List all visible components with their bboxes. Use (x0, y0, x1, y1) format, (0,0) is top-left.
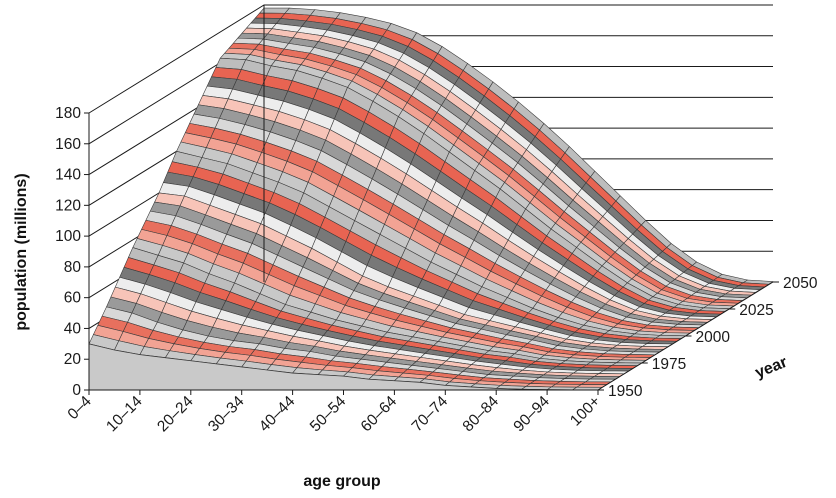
x-tick-label: 90–94 (510, 393, 553, 436)
x-tick-label: 0–4 (65, 393, 96, 424)
y-axis-ticks: 0 20 40 60 80 100 120 140 160 180 (55, 105, 89, 399)
x-tick-label: 100+ (567, 393, 604, 430)
surface-strip-31 (224, 47, 739, 307)
x-tick-label: 70–74 (409, 393, 452, 436)
z-axis-ticks: 1950 1975 2000 2025 2050 (598, 275, 818, 400)
surface-strip-2 (97, 315, 612, 385)
surface-strips (88, 7, 774, 391)
surface-strip-18 (167, 161, 682, 342)
surface-strip-20 (176, 141, 691, 337)
surface-strip-21 (180, 132, 695, 334)
surface-strip-32 (228, 42, 743, 304)
z-axis-title: year (753, 354, 790, 382)
surface-strip-29 (215, 57, 730, 312)
z-tick-label: 2050 (783, 275, 818, 292)
x-tick-label: 30–34 (205, 393, 248, 436)
surface-strip-9 (128, 247, 643, 367)
surface-strip-16 (158, 182, 673, 347)
z-tick-label: 1950 (608, 383, 643, 400)
x-axis-ticks: 0–4 10–14 20–24 30–34 40–44 50–54 60–64 70–74 80… (65, 390, 604, 435)
surface-cell (250, 17, 282, 24)
surface-cell (254, 12, 286, 19)
y-tick-label: 60 (64, 290, 82, 307)
x-tick-label: 10–14 (103, 393, 146, 436)
y-tick-label: 120 (55, 197, 81, 214)
x-tick-label: 80–84 (460, 393, 503, 436)
surface-strip-23 (189, 113, 704, 328)
x-tick-label: 40–44 (256, 393, 299, 436)
surface-strip-13 (145, 210, 660, 356)
surface-strip-8 (123, 257, 638, 369)
surface-strip-35 (241, 27, 756, 296)
y-tick-label: 160 (55, 136, 81, 153)
surface-cell (246, 22, 277, 30)
surface-strip-24 (193, 104, 708, 326)
surface-strip-10 (132, 238, 647, 364)
z-tick-label: 2000 (696, 329, 731, 346)
y-tick-label: 180 (55, 105, 81, 122)
y-tick-label: 100 (55, 228, 81, 245)
x-tick-label: 50–54 (307, 393, 350, 436)
y-tick-label: 20 (64, 351, 82, 368)
surface-strip-17 (163, 171, 678, 345)
x-axis-title: age group (303, 473, 381, 490)
z-tick-label: 1975 (652, 356, 686, 373)
surface-strip-12 (141, 219, 656, 358)
surface-strip-27 (206, 76, 721, 318)
surface-strip-15 (154, 192, 669, 350)
surface-strip-6 (114, 276, 629, 375)
z-tick-label: 2025 (739, 302, 773, 319)
surface-strip-36 (246, 22, 761, 293)
surface-strip-22 (184, 123, 699, 331)
y-tick-label: 140 (55, 167, 81, 184)
surface-strip-37 (250, 17, 765, 290)
x-tick-label: 60–64 (358, 393, 401, 436)
y-axis-title: population (millions) (13, 173, 30, 330)
x-tick-label: 20–24 (154, 393, 197, 436)
surface-strip-7 (119, 267, 634, 372)
surface-strip-11 (136, 229, 651, 361)
y-tick-label: 40 (64, 320, 82, 337)
y-tick-label: 0 (72, 382, 81, 399)
surface-strip-26 (202, 85, 717, 320)
surface-strip-5 (110, 286, 625, 377)
surface-strip-19 (171, 151, 686, 339)
surface-strip-28 (211, 67, 726, 315)
y-tick-label: 80 (64, 259, 82, 276)
